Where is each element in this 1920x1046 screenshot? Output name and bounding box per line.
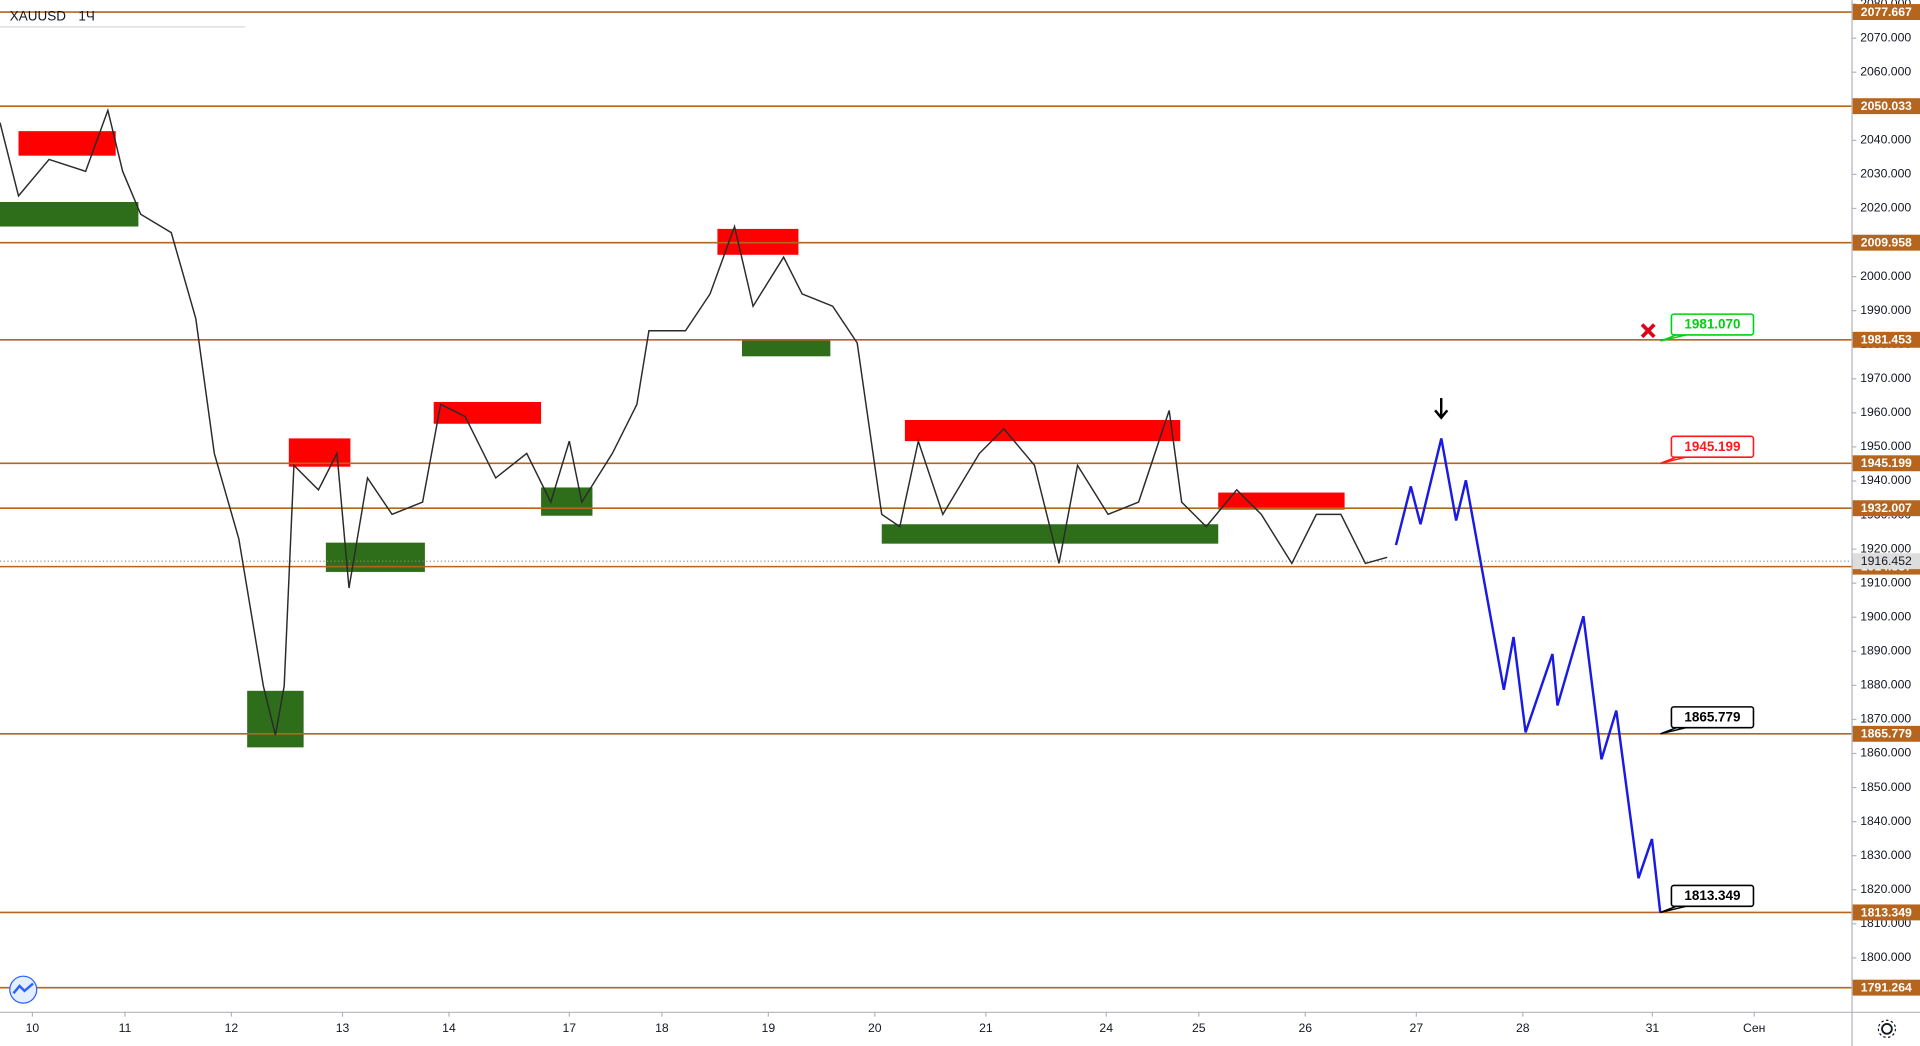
y-tick-label: 1960.000 [1860,405,1911,419]
interval: 1Ч [78,9,94,24]
level-tag-label: 1865.779 [1861,727,1912,741]
y-tick-label: 2030.000 [1860,167,1911,181]
x-tick-label: 21 [979,1021,993,1035]
zone [18,131,116,156]
price-line [1394,438,1662,913]
zone [247,690,304,748]
zone [288,438,351,467]
callout-label: 1813.349 [1684,888,1740,903]
y-tick-label: 1880.000 [1860,678,1911,692]
callout-box [1670,313,1755,336]
y-tick-label: 1870.000 [1860,712,1911,726]
y-tick-label: 1840.000 [1860,814,1911,828]
y-tick-label: 2000.000 [1860,269,1911,283]
callout-box [1670,884,1755,908]
level-tag [1852,234,1920,251]
level-tag [1852,725,1920,742]
y-tick-label: 2040.000 [1860,133,1911,147]
x-tick-label: 31 [1646,1021,1660,1035]
callout-label: 1981.070 [1684,317,1740,332]
symbol: XAUUSD [10,9,66,24]
zone [541,487,593,516]
y-tick-label: 1860.000 [1860,746,1911,760]
plot-area: 1981.070 1945.199 1865.779 1813.349 [0,11,1852,989]
callout-label: 1945.199 [1684,439,1740,454]
x-tick-label: 28 [1516,1021,1530,1035]
zone [1218,492,1345,510]
y-tick-label: 1900.000 [1860,609,1911,623]
down-arrow [1434,398,1449,420]
y-tick-label: 1920.000 [1860,541,1911,555]
y-tick-label: 2060.000 [1860,64,1911,78]
y-tick-label: 1890.000 [1860,644,1911,658]
y-tick-label: 1970.000 [1860,371,1911,385]
x-tick-label: 24 [1099,1021,1113,1035]
x-tick-label: 20 [868,1021,882,1035]
x-tick-label: 13 [336,1021,350,1035]
y-tick-label: 1830.000 [1860,848,1911,862]
level-tag-label: 1932.007 [1861,501,1912,515]
level-tag [1852,500,1920,517]
callout-box [1670,435,1755,458]
x-tick-label: 17 [563,1021,577,1035]
x-tick-label: 10 [26,1021,40,1035]
level-tag-label: 1981.453 [1861,333,1912,347]
y-tick-label: 1910.000 [1860,575,1911,589]
current-price-label: 1916.452 [1861,554,1912,568]
level-tag-label: 2050.033 [1861,99,1912,113]
logo-button[interactable] [9,975,38,1004]
zone [881,524,1219,544]
zone [433,401,542,424]
x-tick-label: 12 [225,1021,239,1035]
zone [0,202,139,227]
x-tick-label: 19 [762,1021,776,1035]
x-tick-label: Сен [1743,1021,1765,1035]
level-tag [1852,98,1920,115]
y-tick-label: 1950.000 [1860,439,1911,453]
level-tag-label: 1945.199 [1861,456,1912,470]
level-tag-label: 1791.264 [1861,980,1912,994]
zone [904,420,1181,442]
y-tick-label: 2070.000 [1860,30,1911,44]
x-tick-label: 18 [655,1021,669,1035]
y-tick-label: 1850.000 [1860,780,1911,794]
level-tag-label: 2077.667 [1861,5,1912,19]
current-price-tag [1852,553,1920,570]
zone [325,542,425,572]
callout-box [1670,706,1755,729]
zone [741,339,831,357]
y-tick-label: 2020.000 [1860,201,1911,215]
callout-label: 1865.779 [1684,709,1740,724]
y-tick-label: 1940.000 [1860,473,1911,487]
x-tick-label: 26 [1298,1021,1312,1035]
axes: 1800.0001810.0001820.0001830.0001840.000… [26,0,1920,1035]
level-tag [1852,904,1920,921]
x-tick-label: 25 [1192,1021,1206,1035]
y-tick-label: 1800.000 [1860,950,1911,964]
level-tag-label: 1813.349 [1861,905,1912,919]
zone [717,228,799,255]
cancel-marker [1640,323,1656,339]
level-tag [1852,979,1920,996]
level-tag [1852,331,1920,348]
x-tick-label: 14 [442,1021,456,1035]
price-line [0,107,1388,736]
level-tag [1852,455,1920,472]
x-tick-label: 11 [119,1021,132,1035]
level-tag [1852,4,1920,20]
x-tick-label: 27 [1410,1021,1424,1035]
y-tick-label: 1990.000 [1860,303,1911,317]
y-tick-label: 1820.000 [1860,882,1911,896]
level-tag-label: 2009.958 [1861,236,1912,250]
